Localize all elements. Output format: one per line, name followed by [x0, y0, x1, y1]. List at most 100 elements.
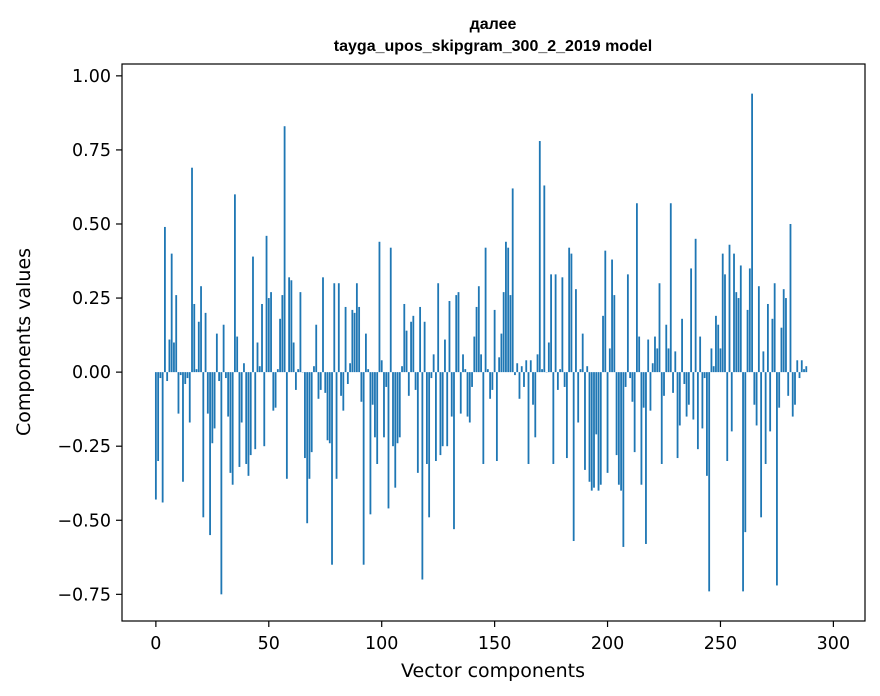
bar-107 [396, 372, 399, 444]
bar-270 [764, 372, 767, 464]
bar-169 [536, 354, 539, 373]
bar-164 [525, 360, 528, 373]
y-axis-label: Components values [13, 248, 35, 436]
bar-266 [755, 372, 758, 426]
bar-156 [507, 247, 510, 373]
bar-199 [604, 250, 607, 373]
bar-66 [304, 372, 306, 459]
bar-180 [561, 277, 564, 373]
bar-26 [213, 372, 216, 429]
bar-97 [374, 372, 376, 438]
bar-267 [757, 286, 760, 373]
chart-title: далее tayga_upos_skipgram_300_2_2019 mod… [334, 16, 652, 55]
bar-29 [220, 372, 223, 595]
bar-153 [500, 333, 503, 373]
x-tick-label: 250 [704, 634, 737, 654]
bar-34 [231, 372, 234, 485]
chart-title-line1: далее [470, 16, 517, 33]
bar-9 [175, 295, 178, 373]
bar-50 [267, 298, 270, 373]
bar-252 [724, 274, 726, 373]
bar-220 [651, 363, 654, 373]
bar-206 [620, 372, 622, 491]
bar-268 [760, 372, 763, 518]
bar-254 [728, 244, 731, 373]
bar-209 [626, 274, 629, 373]
bar-52 [272, 372, 275, 411]
bar-98 [376, 372, 379, 464]
bar-114 [412, 315, 415, 373]
bar-126 [439, 372, 442, 456]
bar-129 [446, 372, 449, 447]
bar-247 [712, 366, 715, 373]
bar-259 [739, 265, 742, 373]
bar-32 [227, 372, 230, 417]
bar-146 [484, 247, 487, 373]
bar-48 [263, 372, 266, 447]
bar-286 [800, 360, 803, 373]
bar-170 [538, 141, 541, 373]
bar-88 [353, 312, 356, 373]
bar-245 [708, 372, 711, 592]
bar-1 [157, 372, 160, 462]
x-tick-label: 300 [817, 634, 850, 654]
bar-96 [371, 372, 374, 405]
bar-184 [570, 253, 573, 373]
bar-78 [331, 372, 333, 565]
bar-229 [672, 372, 674, 393]
bar-188 [579, 369, 582, 373]
bar-6 [168, 339, 171, 373]
bar-238 [692, 372, 695, 420]
bar-4 [164, 226, 166, 373]
bar-186 [575, 289, 577, 373]
bar-99 [378, 241, 381, 373]
bar-81 [337, 283, 340, 373]
bar-160 [516, 363, 519, 373]
bar-44 [254, 372, 257, 450]
bar-285 [798, 372, 801, 379]
bar-45 [256, 342, 259, 373]
bar-166 [529, 360, 532, 373]
bar-241 [699, 336, 702, 373]
bar-171 [541, 369, 543, 373]
chart-title-line2: tayga_upos_skipgram_300_2_2019 model [334, 38, 652, 55]
bar-25 [211, 372, 214, 444]
bar-84 [344, 306, 347, 373]
bar-142 [475, 306, 478, 373]
bar-74 [322, 277, 324, 373]
bar-143 [477, 286, 480, 373]
bar-132 [453, 372, 455, 530]
y-tick-label: 0.75 [72, 141, 111, 161]
bar-120 [425, 372, 428, 464]
bar-7 [170, 253, 173, 373]
bar-42 [249, 372, 252, 456]
bar-125 [437, 283, 440, 373]
bar-19 [197, 321, 200, 373]
bar-213 [636, 203, 638, 373]
bar-200 [606, 372, 609, 473]
bar-22 [204, 312, 207, 373]
bar-58 [285, 372, 288, 479]
bar-278 [782, 289, 785, 373]
bar-256 [733, 253, 735, 373]
bar-258 [737, 298, 740, 373]
bar-167 [532, 372, 534, 405]
bar-51 [270, 292, 272, 373]
bar-248 [715, 315, 717, 373]
bar-165 [527, 372, 530, 464]
y-axis-ticks: −0.75 −0.50 −0.25 0.00 0.25 0.50 0.75 1.00 [57, 67, 122, 605]
bar-263 [748, 268, 751, 373]
bar-235 [685, 372, 688, 417]
bar-106 [394, 372, 397, 488]
bar-14 [186, 372, 189, 379]
bar-103 [387, 372, 390, 509]
bar-60 [290, 280, 293, 373]
bar-287 [803, 369, 805, 373]
bar-239 [694, 238, 697, 373]
bar-201 [608, 348, 611, 373]
bar-227 [667, 348, 670, 373]
bar-80 [335, 372, 338, 479]
bar-240 [696, 372, 699, 450]
bar-198 [602, 315, 604, 373]
